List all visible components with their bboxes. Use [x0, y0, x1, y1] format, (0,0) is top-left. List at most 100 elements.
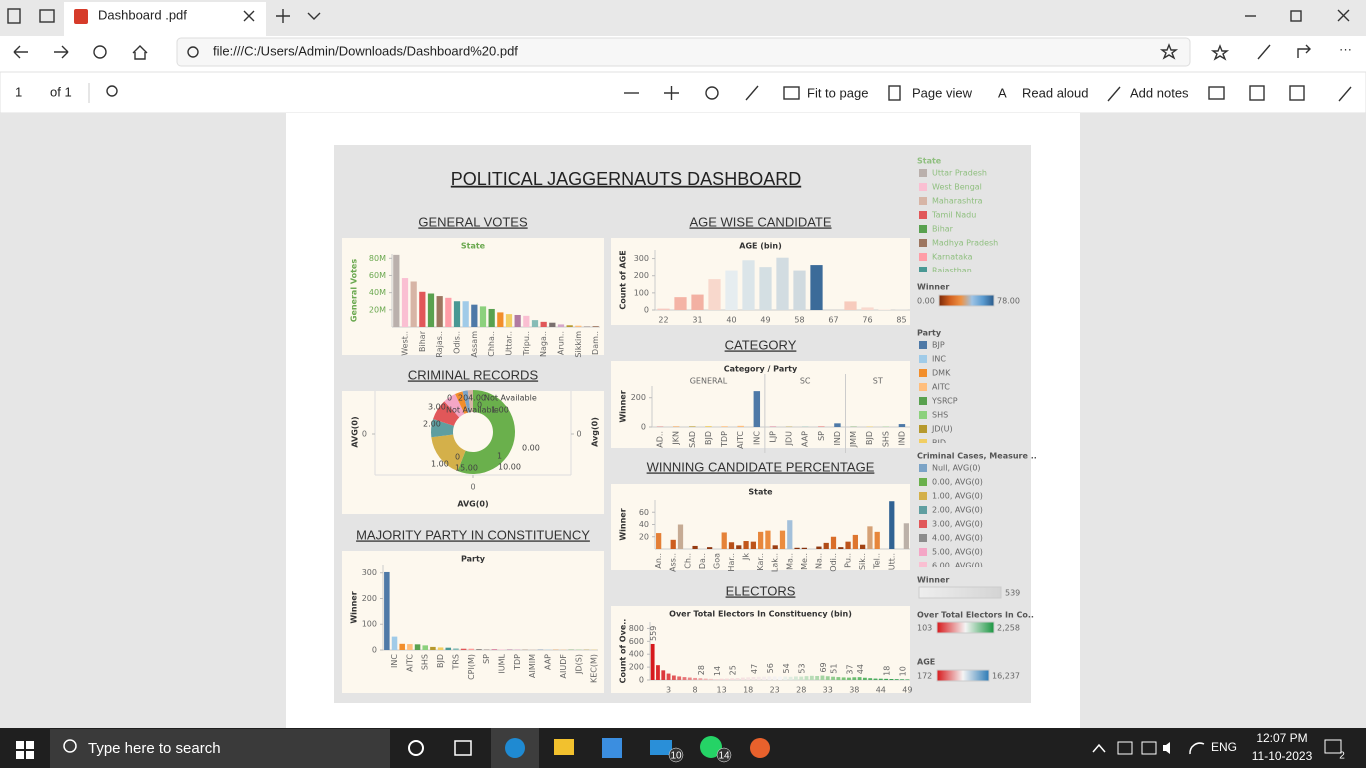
print[interactable] [1208, 86, 1225, 100]
bar [677, 676, 682, 680]
bar [705, 426, 712, 427]
page-number[interactable]: 1 [15, 84, 22, 99]
slice-label: Not Available [446, 406, 499, 415]
fit-to-page[interactable]: Fit to page [807, 85, 868, 100]
bar [861, 307, 874, 310]
refresh[interactable] [93, 45, 107, 59]
forward[interactable] [54, 45, 69, 59]
active-tab[interactable] [64, 2, 266, 36]
notification-center[interactable] [1324, 739, 1342, 754]
page-view-icon[interactable] [888, 85, 901, 101]
favorite[interactable] [1159, 43, 1179, 60]
legend-label: West Bengal [932, 183, 982, 192]
bar [414, 644, 421, 650]
read-aloud-icon[interactable]: A [998, 85, 1007, 100]
bar [430, 646, 436, 650]
maximize[interactable] [1290, 10, 1302, 22]
legend-swatch [919, 239, 927, 247]
legend-swatch [919, 341, 927, 349]
bar [445, 647, 452, 650]
clock-date[interactable]: 11-10-2023 [1252, 749, 1313, 763]
language[interactable]: ENG [1211, 740, 1237, 754]
tab-actions-icon[interactable] [7, 8, 21, 24]
x-tick-label: AITC [405, 654, 414, 672]
bar [462, 301, 469, 327]
bar [666, 673, 671, 680]
x-tick-label: Pu.. [844, 553, 853, 568]
bar [592, 326, 599, 327]
fit-icon[interactable] [783, 86, 800, 100]
legend-label: Uttar Pradesh [932, 169, 987, 178]
tab-close[interactable] [243, 10, 255, 22]
start[interactable] [16, 741, 34, 759]
bar [860, 544, 866, 549]
y-tick-label: 200 [631, 393, 646, 402]
read-aloud[interactable]: Read aloud [1022, 85, 1089, 100]
battery[interactable] [1141, 741, 1157, 755]
pen[interactable] [1257, 44, 1271, 60]
x-tick-label: 31 [692, 316, 702, 325]
y-tick-label: 40M [369, 288, 386, 297]
share[interactable] [1297, 44, 1311, 58]
legend-title: State [917, 157, 942, 166]
x-tick-label: Ma.. [785, 553, 794, 570]
bar [671, 675, 676, 680]
x-tick-label: 76 [862, 316, 872, 325]
save[interactable] [1249, 85, 1265, 101]
cortana[interactable] [408, 740, 424, 756]
new-tab[interactable] [276, 9, 290, 23]
bar [737, 425, 744, 427]
add-notes[interactable]: Add notes [1130, 85, 1189, 100]
y-tick-label: 60 [639, 508, 649, 517]
tray-up[interactable] [1092, 743, 1106, 753]
menu[interactable]: ··· [1339, 41, 1352, 56]
y-axis-label: Winner [619, 508, 628, 540]
x-tick-label: LJP [768, 431, 777, 443]
firefox[interactable] [750, 738, 770, 758]
mail[interactable] [650, 740, 672, 755]
site-info[interactable] [187, 46, 199, 58]
favorites[interactable] [1210, 44, 1230, 61]
network[interactable] [1189, 742, 1205, 755]
back[interactable] [13, 45, 28, 59]
rotate[interactable] [705, 86, 719, 100]
fullscreen[interactable] [745, 85, 759, 101]
home[interactable] [132, 45, 148, 60]
address-box[interactable] [176, 37, 1191, 67]
y-tick-label: 300 [362, 568, 377, 577]
volume[interactable] [1163, 742, 1170, 754]
bar [505, 314, 513, 327]
bar [407, 644, 413, 650]
page-view[interactable]: Page view [912, 85, 973, 100]
legend-label: 2.00, AVG(0) [932, 506, 983, 515]
tab-back-icon[interactable] [39, 9, 55, 23]
x-tick-label: Dam.. [591, 331, 600, 355]
save-as[interactable] [1289, 85, 1305, 101]
tab-list[interactable] [307, 12, 321, 20]
store[interactable] [602, 738, 622, 758]
legend-title: Criminal Cases, Measure .. [917, 452, 1037, 461]
whatsapp[interactable] [700, 736, 722, 758]
close[interactable] [1337, 9, 1350, 22]
notes-icon[interactable] [1107, 86, 1121, 102]
tray-1[interactable] [1117, 741, 1133, 755]
search-pdf[interactable] [106, 85, 118, 97]
bar [670, 539, 676, 549]
explorer[interactable] [554, 739, 574, 755]
task-view[interactable] [454, 740, 472, 756]
x-tick-label: Assam [470, 331, 479, 358]
bar [730, 678, 735, 680]
search-box[interactable] [50, 729, 390, 768]
bar [437, 647, 444, 650]
legend-label: Null, AVG(0) [932, 464, 981, 473]
bar [845, 541, 851, 549]
bar [884, 678, 889, 680]
bar [830, 536, 837, 549]
pin[interactable] [1338, 86, 1352, 102]
clock-time[interactable]: 12:07 PM [1256, 731, 1307, 745]
legend-label: 3.00, AVG(0) [932, 520, 983, 529]
bar [788, 676, 793, 680]
chart-panel [611, 361, 910, 448]
zoom-in[interactable] [664, 86, 679, 100]
x-tick-label: 85 [896, 316, 906, 325]
